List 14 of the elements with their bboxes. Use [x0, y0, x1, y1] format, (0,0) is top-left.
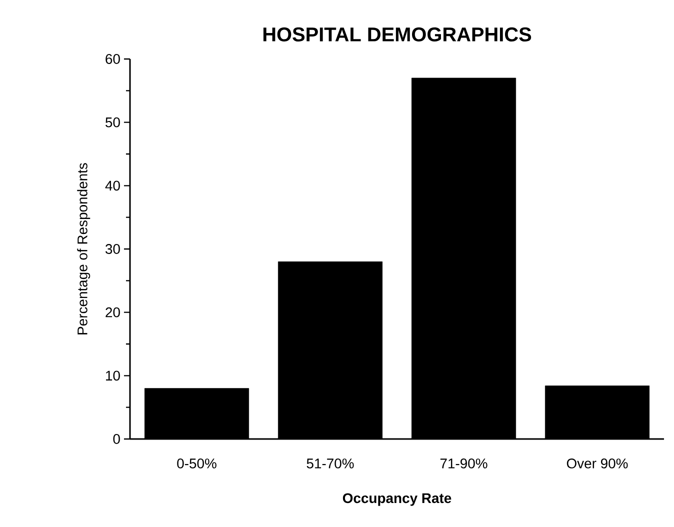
y-axis-title: Percentage of Respondents: [77, 163, 90, 334]
x-axis-title: Occupancy Rate: [342, 493, 452, 506]
y-tick-label: 60: [106, 54, 120, 64]
x-tick-label: Over 90%: [566, 458, 628, 468]
y-tick-label: 10: [106, 370, 120, 381]
x-tick-label: 71-90%: [440, 458, 488, 468]
x-tick-label: 51-70%: [306, 458, 354, 468]
x-tick-label: 0-50%: [177, 458, 216, 468]
y-tick-label: 50: [106, 117, 120, 128]
y-tick-label: 20: [106, 307, 120, 318]
y-tick-label: 0: [113, 434, 120, 444]
y-tick-label: 30: [105, 244, 120, 254]
chart-title: HOSPITAL DEMOGRAPHICS: [263, 27, 532, 42]
y-tick-label: 40: [105, 180, 120, 191]
